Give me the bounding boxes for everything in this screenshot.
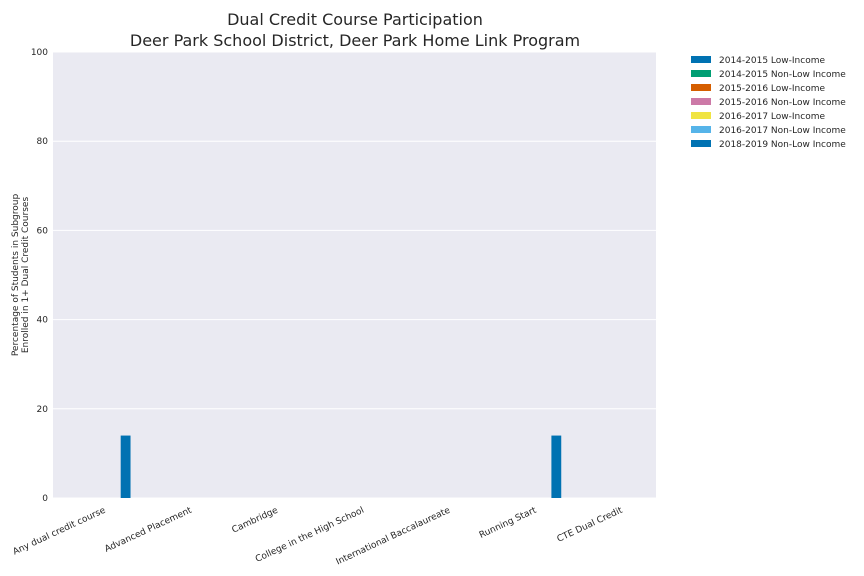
x-tick-label: Advanced Placement <box>103 505 194 554</box>
legend-label: 2015-2016 Low-Income <box>719 84 825 94</box>
legend: 2014-2015 Low-Income 2014-2015 Non-Low In… <box>691 56 846 150</box>
legend-swatch <box>691 98 711 105</box>
x-tick-label: Any dual credit course <box>12 505 108 557</box>
legend-label: 2016-2017 Non-Low Income <box>719 126 846 136</box>
legend-swatch <box>691 56 711 63</box>
legend-swatch <box>691 126 711 133</box>
y-axis-label-line-2: Enrolled in 1+ Dual Credit Courses <box>21 197 31 354</box>
legend-label: 2014-2015 Low-Income <box>719 56 825 66</box>
y-tick-label: 40 <box>37 316 49 326</box>
legend-swatch <box>691 84 711 91</box>
y-tick-label: 100 <box>31 48 48 58</box>
y-axis-label-line-1: Percentage of Students in Subgroup <box>11 194 21 357</box>
chart-title-line-2: Deer Park School District, Deer Park Hom… <box>130 31 580 50</box>
bars <box>120 435 562 498</box>
legend-label: 2018-2019 Non-Low Income <box>719 140 846 150</box>
bar <box>120 435 131 498</box>
legend-swatch <box>691 140 711 147</box>
legend-swatch <box>691 70 711 77</box>
legend-swatch <box>691 112 711 119</box>
y-tick-label: 0 <box>42 494 48 504</box>
chart-title-line-1: Dual Credit Course Participation <box>227 10 483 29</box>
plot-area <box>53 52 656 498</box>
y-axis-label: Percentage of Students in Subgroup Enrol… <box>11 194 31 357</box>
bar <box>551 435 562 498</box>
chart-title: Dual Credit Course Participation Deer Pa… <box>130 10 580 50</box>
legend-label: 2015-2016 Non-Low Income <box>719 98 846 108</box>
y-axis-ticks: 0 20 40 60 80 100 <box>31 48 48 504</box>
y-tick-label: 60 <box>37 226 49 236</box>
legend-label: 2014-2015 Non-Low Income <box>719 70 846 80</box>
legend-label: 2016-2017 Low-Income <box>719 112 825 122</box>
x-tick-label: Cambridge <box>231 505 280 535</box>
x-tick-label: CTE Dual Credit <box>556 505 625 544</box>
y-tick-label: 20 <box>37 405 49 415</box>
y-tick-label: 80 <box>37 137 49 147</box>
x-tick-label: Running Start <box>478 505 539 540</box>
